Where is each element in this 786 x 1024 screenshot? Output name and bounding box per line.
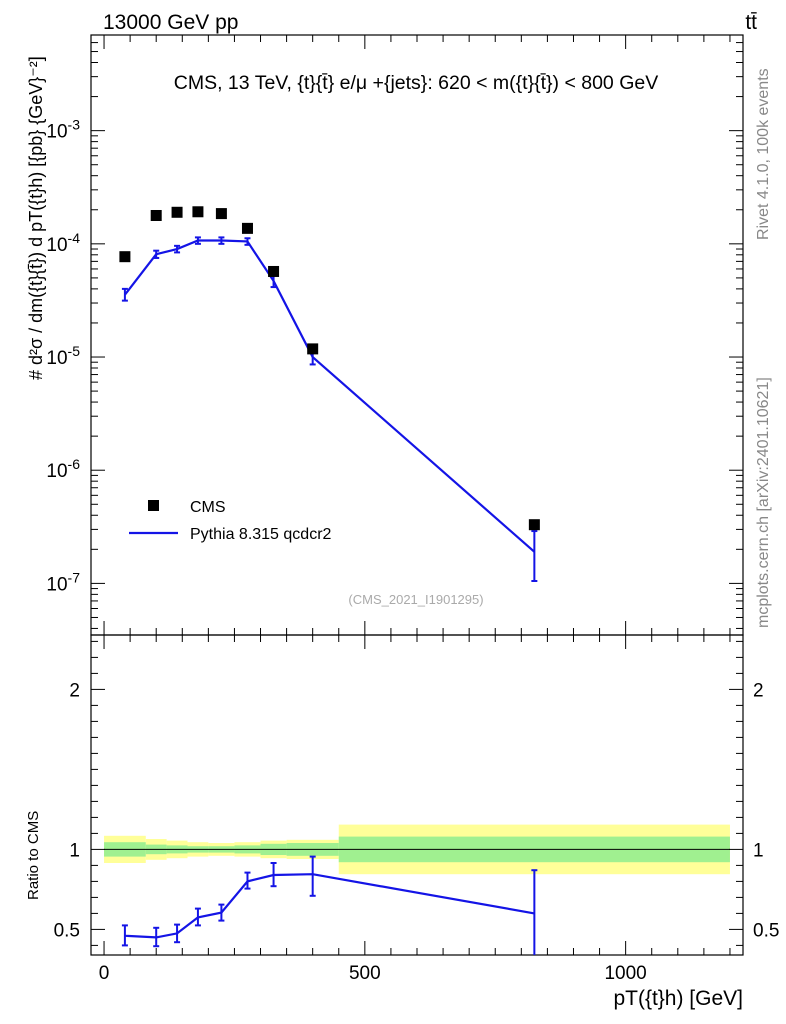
- main-panel: 10-7 10-6 10-5 10-4 10-3 CMS, 13 TeV, {t}{t̄…: [26, 34, 744, 636]
- ratio-bands: [104, 824, 730, 875]
- main-ylabel: # d²σ / dm({t}{t̄}) d pT({t}h) [{pb} {Ge…: [26, 56, 46, 380]
- mcplots-label: mcplots.cern.ch [arXiv:2401.10621]: [755, 377, 772, 628]
- cms-data-point: [307, 343, 319, 355]
- ratio-ytick-label-left: 1: [69, 840, 80, 861]
- ratio-line: [124, 873, 535, 939]
- ratio-frame: [90, 634, 744, 956]
- xtick-label: 0: [99, 963, 110, 984]
- main-axes: 10-7 10-6 10-5 10-4 10-3: [46, 34, 743, 635]
- ratio-ylabel: Ratio to CMS: [25, 811, 42, 900]
- header-left: 13000 GeV pp: [103, 11, 238, 34]
- legend: CMS Pythia 8.315 qcdcr2: [129, 499, 332, 543]
- ratio-panel: 0.5 0.5 1 1 2 2 0 500 1000 Ratio to CMS: [25, 634, 779, 984]
- ratio-ytick-label-left: 0.5: [54, 920, 80, 941]
- ratio-series: [121, 855, 538, 955]
- main-title: CMS, 13 TeV, {t}{t̄} e/μ +{jets}: 620 < …: [174, 72, 658, 94]
- cms-data-point: [119, 251, 131, 263]
- xtick-label: 1000: [604, 963, 646, 984]
- xtick-label: 500: [349, 963, 381, 984]
- cms-data-point: [215, 208, 227, 220]
- cms-data-point: [150, 209, 162, 221]
- x-axis-label: pT({t}h) [GeV]: [613, 987, 743, 1010]
- pythia-line: [124, 239, 536, 553]
- cms-data-point: [268, 265, 280, 277]
- main-ytick-label: 10-5: [46, 343, 80, 369]
- legend-marker-cms: [148, 500, 159, 511]
- rivet-label: Rivet 4.1.0, 100k events: [755, 68, 772, 240]
- cms-data-point: [192, 206, 204, 218]
- cms-data-point: [241, 222, 253, 234]
- main-ytick-label: 10-6: [46, 456, 80, 482]
- main-ytick-label: 10-4: [46, 230, 80, 256]
- ratio-axes: 0.5 0.5 1 1 2 2 0 500 1000: [54, 635, 779, 984]
- legend-label-cms: CMS: [190, 499, 226, 516]
- ratio-ytick-label-right: 2: [753, 680, 764, 701]
- watermark: (CMS_2021_I1901295): [348, 592, 483, 607]
- main-ytick-label: 10-3: [46, 117, 80, 143]
- cms-data-point: [171, 206, 183, 218]
- legend-label-pythia: Pythia 8.315 qcdcr2: [190, 526, 332, 543]
- ratio-ytick-label-left: 2: [69, 680, 80, 701]
- main-ytick-label: 10-7: [46, 569, 80, 595]
- main-series: [119, 206, 540, 582]
- ratio-ytick-label-right: 1: [753, 840, 764, 861]
- main-frame: [90, 34, 744, 636]
- ratio-ytick-label-right: 0.5: [753, 920, 779, 941]
- header-right: tt̄: [745, 11, 757, 34]
- cms-data-point: [528, 519, 540, 531]
